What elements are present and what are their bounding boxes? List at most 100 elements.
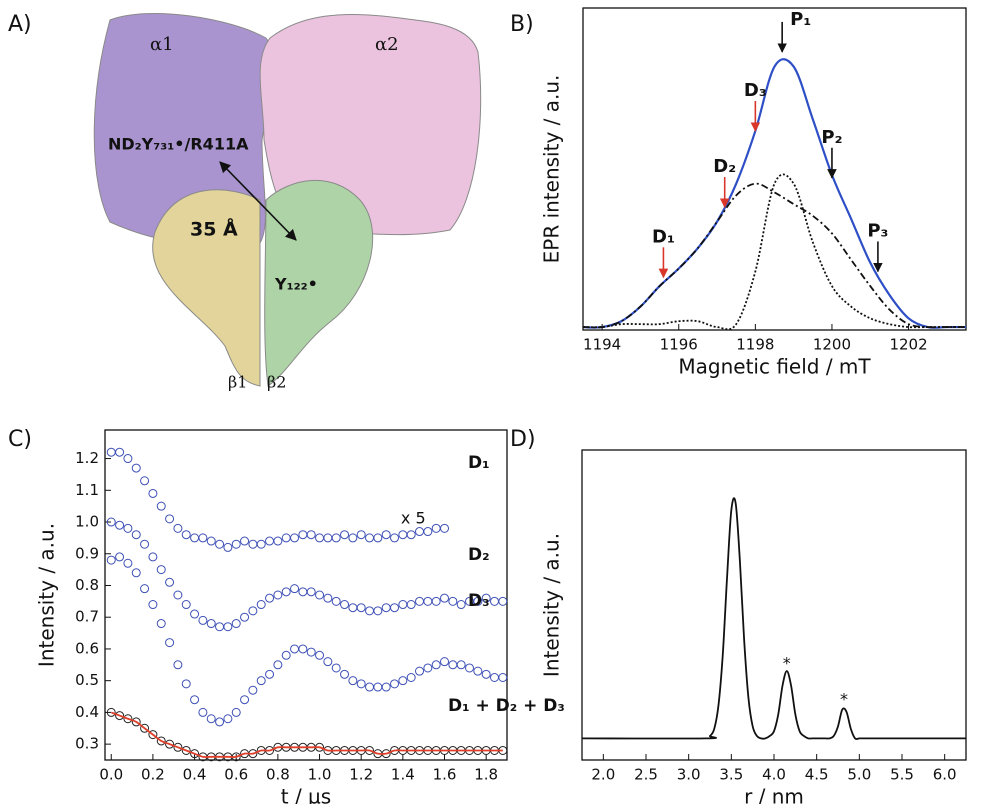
data-point — [490, 596, 500, 606]
data-point — [106, 447, 116, 457]
data-point — [298, 587, 308, 597]
y-tick-label: 1.2 — [75, 449, 99, 467]
subunit-label: α2 — [375, 34, 399, 55]
data-point — [381, 603, 391, 613]
data-point — [306, 647, 316, 657]
data-point — [131, 463, 141, 473]
x-tick-label: 1198 — [736, 336, 774, 354]
y-tick-label: 1.0 — [75, 513, 99, 531]
data-point — [231, 707, 241, 717]
data-point — [115, 552, 125, 562]
distance-label: 35 Å — [190, 217, 238, 241]
data-point — [323, 657, 333, 667]
data-point — [223, 714, 233, 724]
x-tick-label: 5.5 — [890, 766, 914, 784]
data-point — [165, 638, 175, 648]
series-label: D₁ + D₂ + D₃ — [448, 696, 565, 716]
data-point — [373, 606, 383, 616]
data-point — [256, 676, 266, 686]
data-point — [256, 539, 266, 549]
data-point — [356, 679, 366, 689]
annotation-label: P₁ — [790, 9, 811, 30]
data-point — [448, 660, 458, 670]
y-tick-label: 0.3 — [75, 735, 99, 753]
data-point — [306, 530, 316, 540]
data-point — [156, 565, 166, 575]
data-point — [340, 600, 350, 610]
series-label: D₁ — [468, 453, 490, 473]
data-point — [406, 673, 416, 682]
annotation-label: P₂ — [821, 127, 842, 148]
data-point — [448, 596, 458, 606]
y-tick-label: 0.4 — [75, 703, 99, 721]
data-point — [440, 657, 450, 667]
data-point — [123, 714, 133, 724]
y-axis-label: Intensity / a.u. — [540, 533, 564, 677]
y-tick-label: 0.8 — [75, 576, 99, 594]
annotation-label: P₃ — [867, 220, 888, 241]
x-tick-label: 1194 — [583, 336, 621, 354]
x-tick-label: 1.8 — [474, 766, 498, 784]
diagram: A) α1 α2 β1 β2 ND₂Y₇₃₁•/R411A Y₁₂₂• 35 Å — [8, 12, 482, 392]
data-point — [431, 596, 441, 606]
data-point — [423, 527, 433, 537]
data-point — [331, 663, 341, 673]
x-tick-label: 3.0 — [677, 766, 701, 784]
data-point — [115, 520, 125, 530]
data-point — [198, 615, 208, 625]
data-point — [440, 523, 450, 533]
chart: D) 2.0 2.5 3.0 3.5 4.0 4.5 5.0 5.5 6.0 r / nm Inten… — [510, 427, 967, 804]
annotation-label: * — [840, 689, 848, 708]
x-tick-label: 0.2 — [141, 766, 165, 784]
data-point — [248, 539, 258, 549]
data-point — [131, 568, 141, 578]
data-point — [265, 593, 275, 603]
data-point — [240, 612, 250, 622]
x-axis-label: Magnetic field / mT — [678, 355, 871, 379]
data-point — [481, 669, 491, 679]
series-line — [582, 58, 966, 329]
x-tick-label: 0.8 — [266, 766, 290, 784]
x-tick-label: 1202 — [889, 336, 927, 354]
data-point — [165, 739, 175, 749]
data-point — [140, 539, 150, 549]
data-point — [373, 533, 383, 543]
data-point — [390, 533, 400, 543]
data-point — [173, 742, 183, 752]
chart: B) 1194 1196 1198 1200 1202 Magnetic field / m… — [510, 7, 967, 379]
data-point — [331, 533, 341, 543]
series-line — [582, 182, 966, 329]
data-point — [473, 596, 483, 606]
data-point — [315, 650, 325, 660]
data-point — [381, 682, 391, 692]
data-point — [148, 600, 158, 610]
data-point — [406, 600, 416, 610]
data-point — [156, 501, 166, 511]
alpha2-shape — [259, 14, 482, 236]
data-point — [273, 536, 283, 546]
data-point — [181, 530, 191, 540]
data-point — [165, 577, 175, 587]
data-point — [181, 679, 191, 689]
annotation-label: x 5 — [401, 508, 426, 527]
data-point — [440, 593, 450, 603]
data-point — [115, 447, 125, 457]
data-point — [173, 590, 183, 600]
data-point — [415, 596, 425, 606]
series-label: D₃ — [468, 591, 490, 611]
data-point — [273, 590, 283, 600]
data-point — [140, 476, 150, 486]
data-point — [215, 539, 225, 549]
data-point — [148, 488, 158, 498]
data-point — [123, 454, 133, 464]
subunit-label: β1 — [228, 373, 247, 392]
data-point — [356, 530, 366, 540]
data-point — [456, 660, 466, 670]
x-tick-label: 6.0 — [933, 766, 957, 784]
data-point — [206, 619, 216, 629]
subunit-label: α1 — [150, 34, 174, 55]
data-point — [398, 530, 408, 540]
data-point — [223, 542, 233, 552]
plot-frame — [104, 429, 508, 761]
